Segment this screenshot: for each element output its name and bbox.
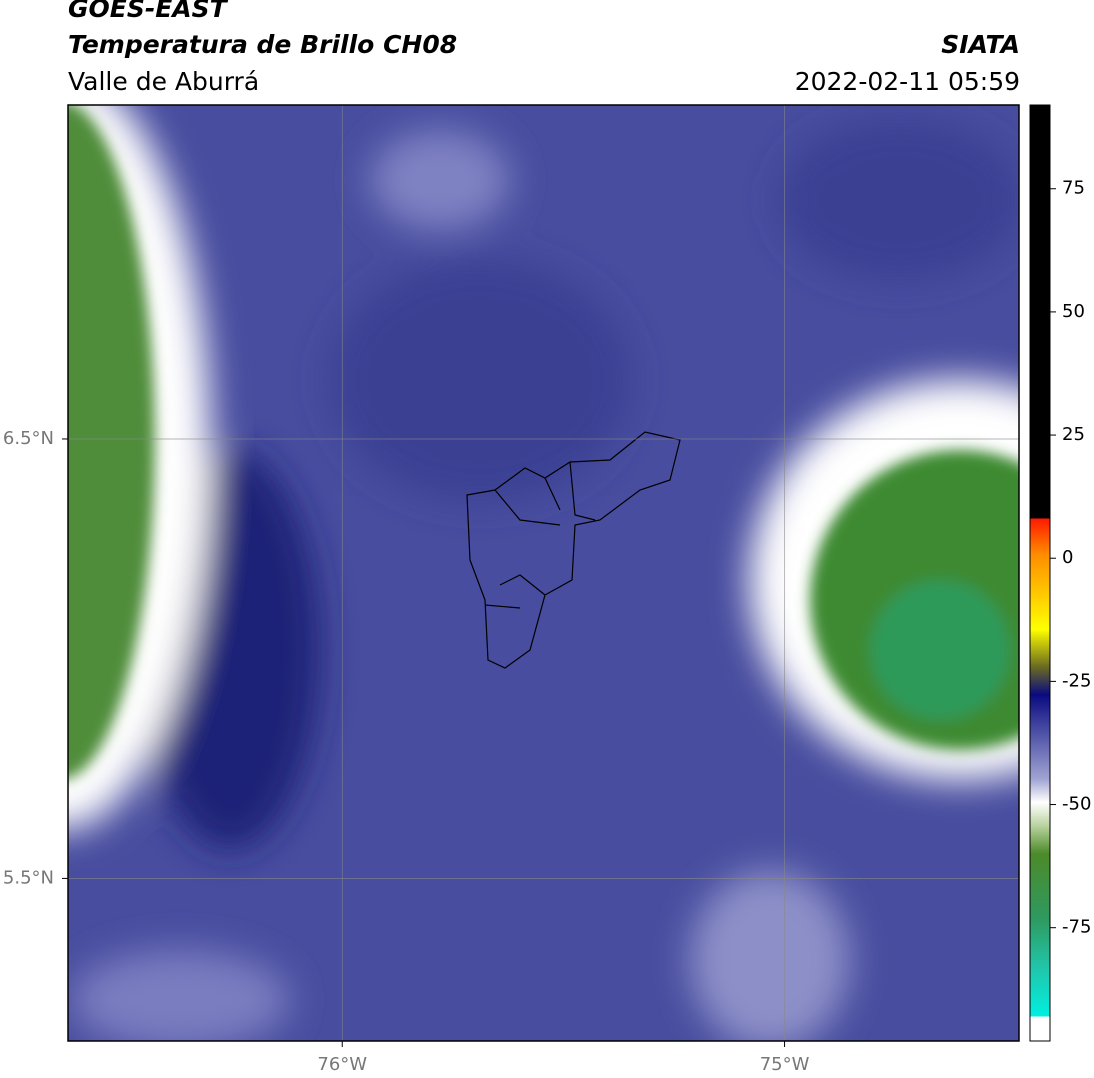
y-tick-label: 5.5°N — [3, 867, 54, 888]
satellite-image — [68, 105, 1019, 1041]
x-tick-label: 76°W — [317, 1054, 367, 1075]
colorbar-tick-label: -50 — [1062, 794, 1091, 815]
colorbar-tick-label: -75 — [1062, 917, 1091, 938]
source: SIATA — [941, 30, 1020, 59]
colorbar-tick-label: 0 — [1062, 547, 1073, 568]
colorbar-tick-label: -25 — [1062, 670, 1091, 691]
subtitle: Temperatura de Brillo CH08 — [68, 30, 458, 59]
title: GOES-EAST — [68, 0, 227, 23]
colorbar-tick-label: 50 — [1062, 301, 1085, 322]
colorbar-tick-label: 25 — [1062, 424, 1085, 445]
colorbar — [1029, 104, 1051, 1042]
municipal-boundaries — [466, 431, 681, 669]
map-frame — [67, 104, 1020, 1042]
y-tick-label: 6.5°N — [3, 428, 54, 449]
region: Valle de Aburrá — [68, 67, 260, 96]
x-tick-label: 75°W — [760, 1054, 810, 1075]
colorbar-tick-label: 75 — [1062, 178, 1085, 199]
datetime: 2022-02-11 05:59 — [794, 67, 1020, 96]
